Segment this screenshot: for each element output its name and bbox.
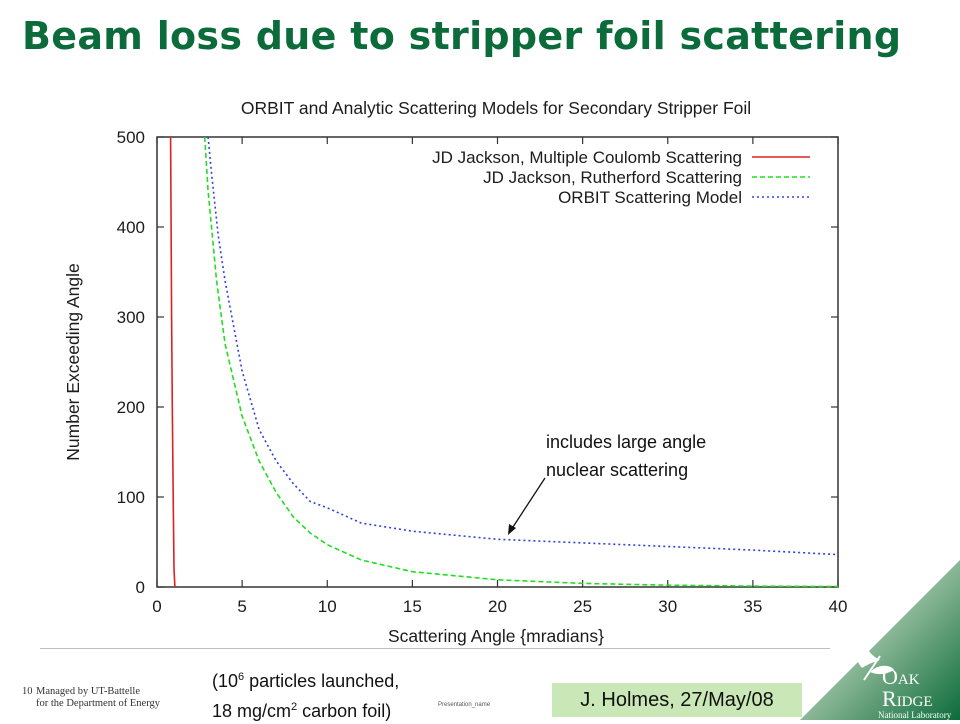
note-line-1-rest: particles launched, — [244, 671, 400, 691]
y-tick-label: 0 — [136, 578, 145, 597]
annotation-line-2: nuclear scattering — [546, 460, 689, 480]
y-tick-label: 400 — [117, 218, 145, 237]
note-line-2-exponent: 2 — [291, 701, 298, 713]
note-line-2-prefix: 18 mg/cm — [212, 701, 292, 721]
slide-title: Beam loss due to stripper foil scatterin… — [22, 14, 902, 58]
note-line-2-rest: carbon foil) — [297, 701, 392, 721]
legend-label-3: ORBIT Scattering Model — [558, 188, 742, 207]
annotation-line-1: includes large angle — [546, 432, 707, 452]
annotation-arrow — [508, 477, 546, 535]
author-credit: J. Holmes, 27/May/08 — [552, 683, 802, 717]
chart-title: ORBIT and Analytic Scattering Models for… — [241, 98, 751, 118]
y-tick-label: 100 — [117, 488, 145, 507]
x-tick-label: 5 — [237, 597, 246, 616]
logo-oak: OAK — [882, 664, 920, 689]
simulation-note: (106 particles launched, 18 mg/cm2 carbo… — [212, 664, 399, 724]
corner-gradient — [800, 560, 960, 720]
note-prefix: (10 — [212, 671, 239, 691]
series-line-2 — [203, 136, 839, 588]
legend: JD Jackson, Multiple Coulomb ScatteringJ… — [432, 148, 810, 207]
note-exponent: 6 — [238, 671, 245, 683]
x-tick-label: 40 — [829, 597, 848, 616]
leaf-icon — [855, 638, 894, 681]
x-tick-label: 0 — [152, 597, 161, 616]
series-layer — [169, 136, 839, 588]
footer-line-1: Managed by UT-Battelle — [36, 686, 141, 697]
y-axis-label: Number Exceeding Angle — [63, 263, 83, 460]
x-tick-label: 15 — [403, 597, 422, 616]
x-tick-label: 35 — [743, 597, 762, 616]
presentation-name: Presentation_name — [438, 702, 491, 708]
series-line-1 — [169, 136, 176, 588]
legend-label-2: JD Jackson, Rutherford Scattering — [483, 168, 742, 187]
y-tick-label: 500 — [117, 128, 145, 147]
page-number: 10 — [22, 686, 33, 697]
logo-tagline: National Laboratory — [878, 710, 952, 720]
logo-ridge: RIDGE — [882, 686, 933, 711]
x-tick-label: 25 — [573, 597, 592, 616]
y-tick-label: 300 — [117, 308, 145, 327]
note-line-2: 18 mg/cm2 carbon foil) — [212, 694, 399, 724]
footer: 10 Managed by UT-Battelle for the Departm… — [22, 686, 160, 710]
legend-label-1: JD Jackson, Multiple Coulomb Scattering — [432, 148, 742, 167]
x-tick-label: 30 — [658, 597, 677, 616]
note-line-1: (106 particles launched, — [212, 664, 399, 694]
x-tick-label: 10 — [318, 597, 337, 616]
footer-divider — [40, 648, 830, 649]
x-axis-label: Scattering Angle {mradians} — [388, 626, 604, 646]
series-line-3 — [207, 136, 839, 556]
y-tick-label: 200 — [117, 398, 145, 417]
x-tick-label: 20 — [488, 597, 507, 616]
annotation-text: includes large angle nuclear scattering — [546, 428, 706, 484]
footer-line-2: for the Department of Energy — [36, 698, 161, 709]
oak-ridge-logo-corner: OAK RIDGE National Laboratory — [800, 560, 960, 720]
